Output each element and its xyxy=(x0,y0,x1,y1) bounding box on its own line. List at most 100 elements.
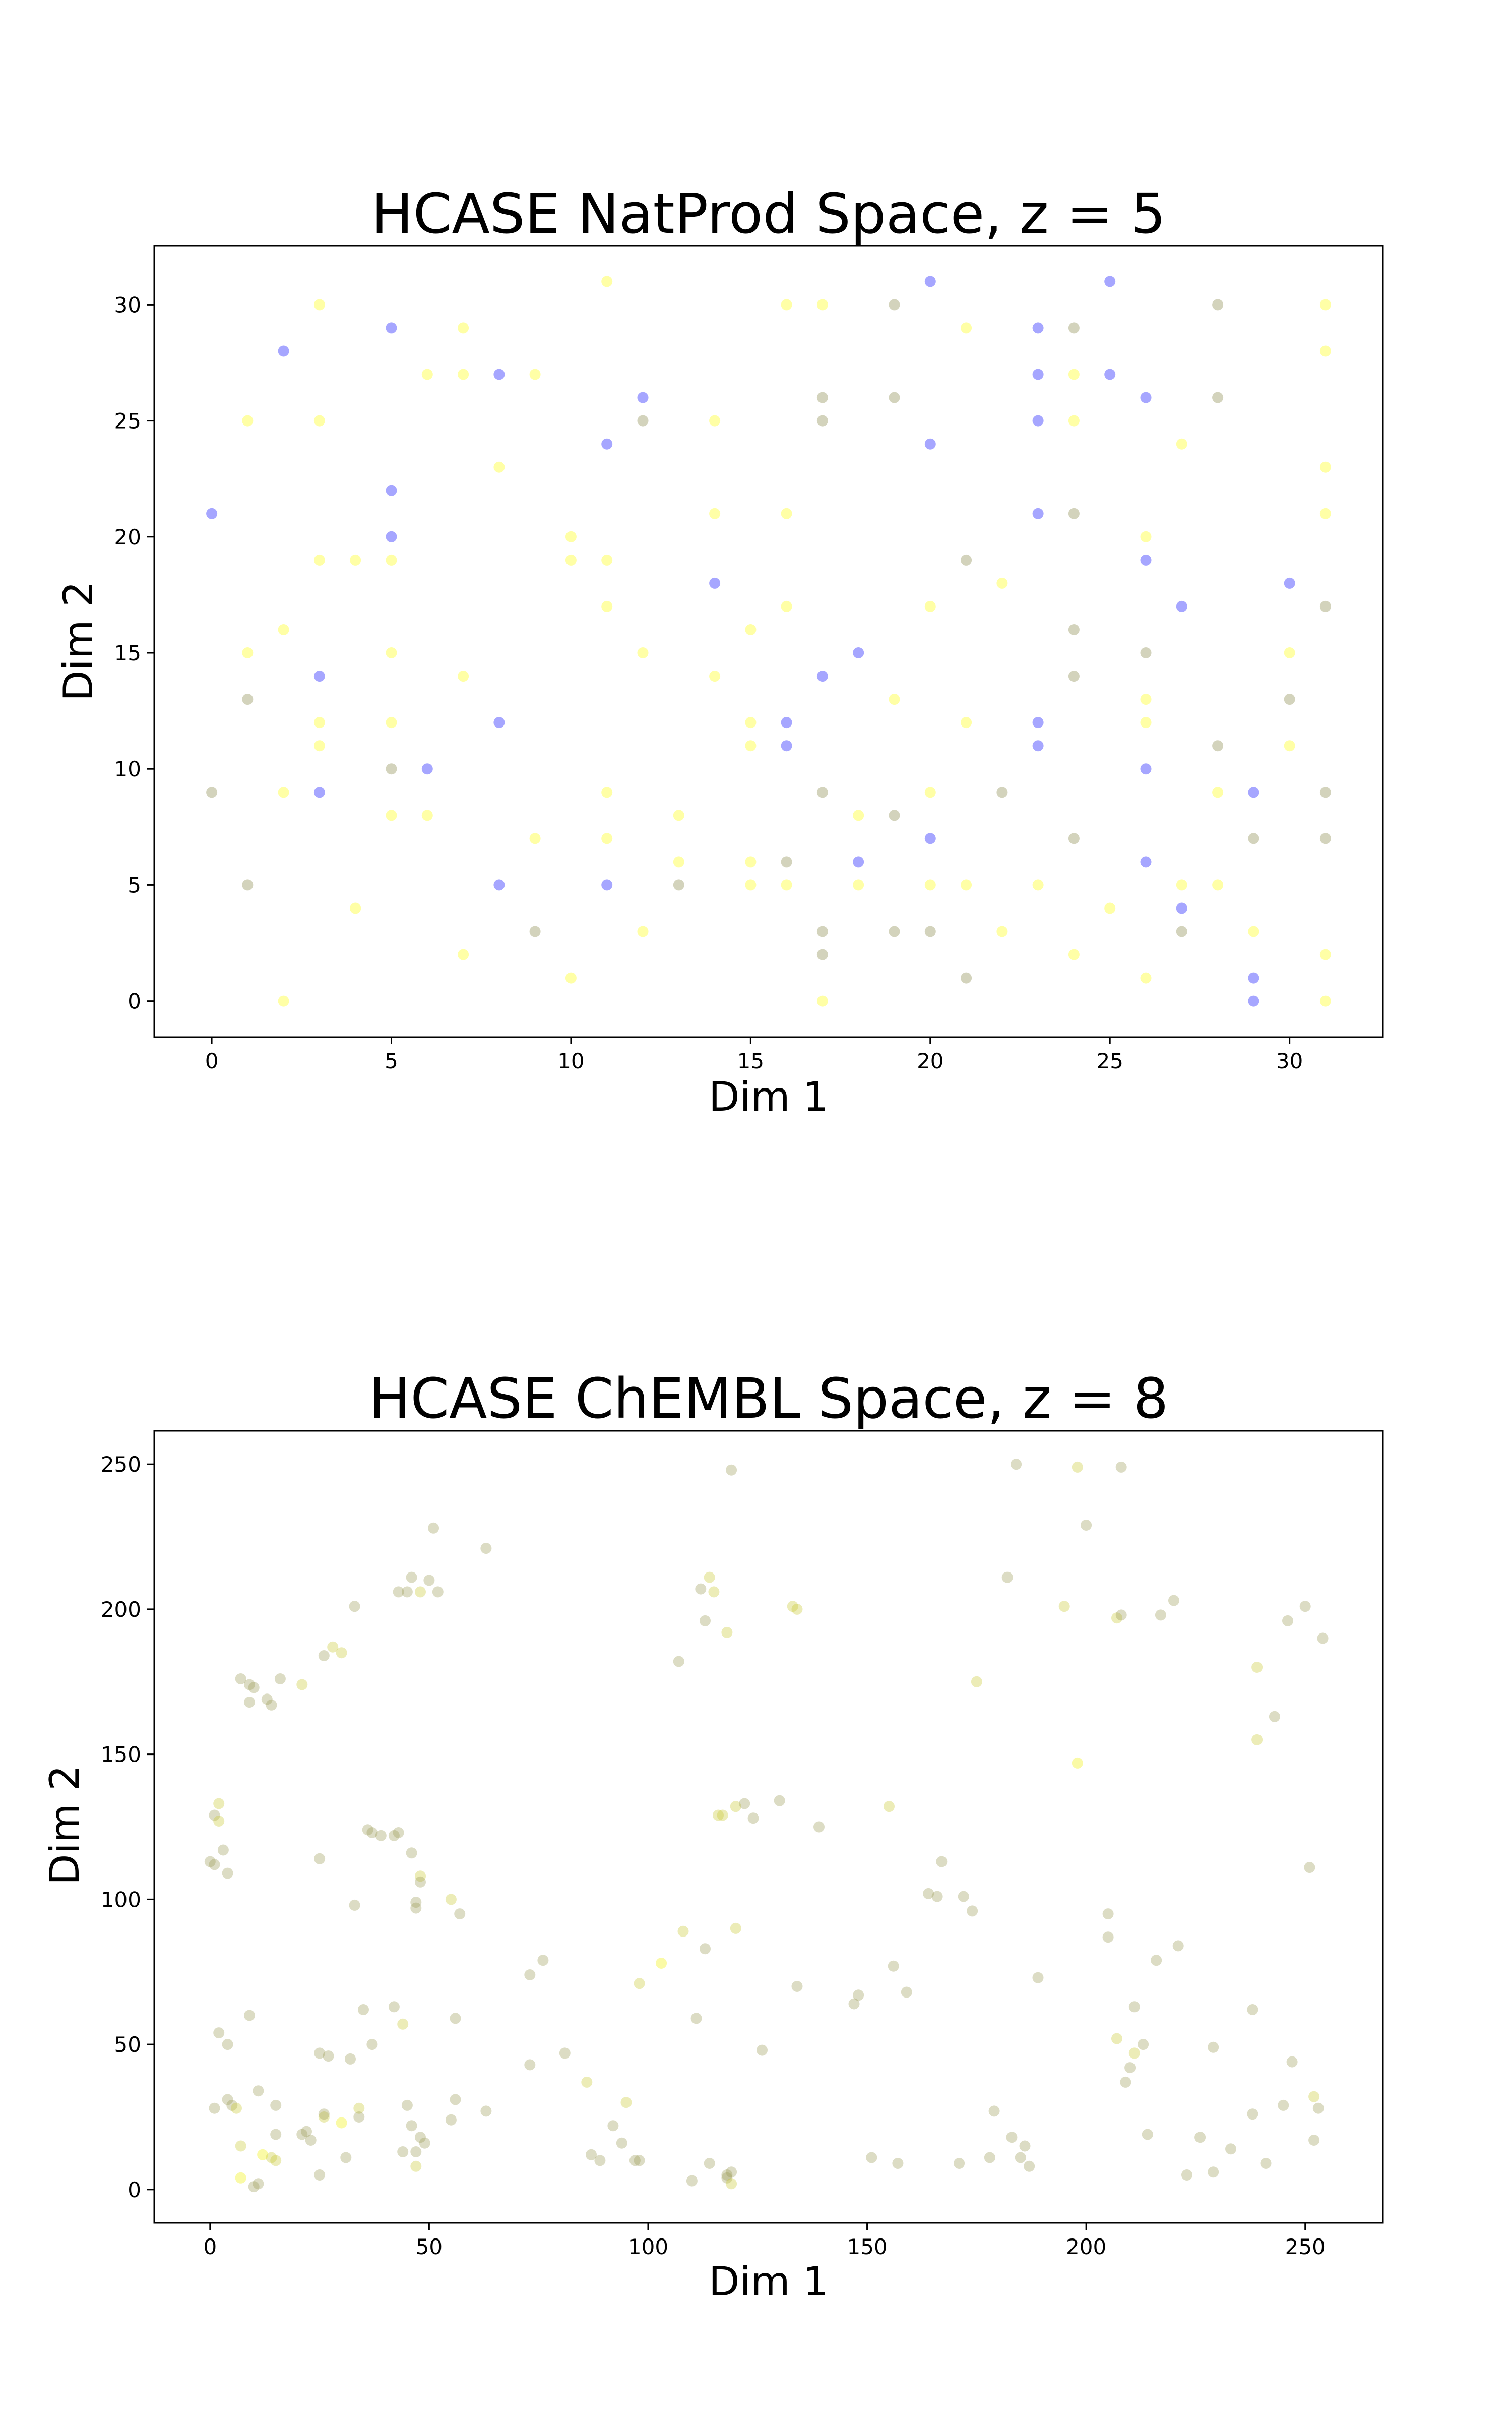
chembl-data-point xyxy=(388,1830,400,1841)
natprod-data-point xyxy=(996,786,1008,798)
chembl-data-point xyxy=(954,2158,965,2169)
natprod-data-point xyxy=(1068,415,1080,427)
chembl-data-point xyxy=(1001,1571,1013,1583)
chembl-data-point xyxy=(1138,2039,1149,2050)
chembl-data-point xyxy=(1124,2062,1136,2074)
chembl-data-point xyxy=(244,2010,255,2021)
natprod-data-point xyxy=(709,508,721,519)
natprod-x-ticks: 0 5 10 15 20 25 30 xyxy=(205,1037,1303,1073)
chembl-data-point xyxy=(454,1908,466,1920)
chembl-data-point xyxy=(620,2097,632,2108)
natprod-x-tick-label: 30 xyxy=(1276,1049,1303,1073)
natprod-data-point xyxy=(709,415,721,427)
natprod-data-point xyxy=(1104,276,1116,287)
chembl-data-point xyxy=(971,1676,982,1687)
chembl-data-point xyxy=(708,1586,720,1598)
chembl-data-point xyxy=(213,1816,225,1827)
chembl-data-point xyxy=(235,2172,246,2184)
natprod-data-point xyxy=(924,438,936,450)
natprod-data-point xyxy=(565,531,577,542)
natprod-data-point xyxy=(458,322,469,334)
natprod-data-point xyxy=(781,717,792,729)
chembl-data-point xyxy=(1168,1595,1179,1606)
natprod-x-tick-label: 10 xyxy=(557,1049,584,1073)
natprod-data-point xyxy=(386,485,397,496)
natprod-x-tick-label: 0 xyxy=(205,1049,219,1073)
chembl-data-point xyxy=(695,1583,707,1595)
chembl-data-point xyxy=(1181,2169,1192,2181)
natprod-data-point xyxy=(601,276,613,287)
natprod-data-point xyxy=(529,369,541,380)
natprod-data-point xyxy=(242,415,254,427)
natprod-data-point xyxy=(781,600,792,612)
chembl-data-point xyxy=(213,2027,225,2039)
natprod-data-point xyxy=(278,624,289,635)
natprod-data-point xyxy=(1248,995,1259,1007)
chembl-data-point xyxy=(1081,1520,1092,1531)
natprod-data-point xyxy=(278,786,289,798)
chembl-data-point xyxy=(1208,2041,1219,2053)
natprod-data-point xyxy=(1140,554,1152,566)
chembl-data-point xyxy=(1278,2099,1289,2111)
chembl-axes-frame xyxy=(153,1430,1384,2224)
natprod-y-tick-label: 5 xyxy=(128,873,141,897)
natprod-data-point xyxy=(1284,647,1295,658)
chembl-data-point xyxy=(253,2085,264,2097)
chembl-data-point xyxy=(415,1876,426,1888)
chembl-data-point xyxy=(1128,2047,1140,2059)
natprod-data-point xyxy=(637,392,649,403)
chembl-data-point xyxy=(270,2155,282,2166)
natprod-data-point xyxy=(1319,508,1331,519)
chembl-data-point xyxy=(1072,1461,1083,1473)
natprod-data-point xyxy=(1212,786,1224,798)
chembl-data-point xyxy=(323,2050,334,2062)
natprod-data-point xyxy=(421,810,433,821)
chembl-data-point xyxy=(336,2117,347,2129)
chembl-data-point xyxy=(1115,1461,1127,1473)
natprod-data-point xyxy=(1068,624,1080,635)
chembl-data-point xyxy=(314,2047,326,2059)
natprod-data-point xyxy=(386,531,397,542)
chembl-data-point xyxy=(445,1894,457,1905)
natprod-data-point xyxy=(601,554,613,566)
chembl-data-point xyxy=(226,2099,238,2111)
chembl-data-point xyxy=(1115,1609,1127,1621)
natprod-data-point xyxy=(816,299,828,311)
natprod-data-point xyxy=(781,299,792,311)
chembl-data-point xyxy=(1260,2158,1272,2169)
chembl-x-tick-label: 200 xyxy=(1066,2234,1106,2259)
chembl-x-tick-label: 100 xyxy=(628,2234,668,2259)
chembl-data-point xyxy=(353,2102,365,2114)
chembl-x-tick-label: 250 xyxy=(1285,2234,1326,2259)
chembl-data-point xyxy=(1304,1862,1315,1873)
natprod-data-point xyxy=(313,740,325,752)
natprod-y-tick-label: 25 xyxy=(114,409,141,434)
natprod-x-tick-label: 20 xyxy=(917,1049,943,1073)
natprod-data-point xyxy=(781,856,792,868)
chembl-data-point xyxy=(353,2111,365,2123)
chembl-data-point xyxy=(559,2047,571,2059)
chembl-data-point xyxy=(248,2181,260,2193)
chembl-data-point xyxy=(244,1679,255,1690)
natprod-data-point xyxy=(924,276,936,287)
natprod-data-point xyxy=(853,647,864,658)
chembl-x-tick-label: 0 xyxy=(203,2234,217,2259)
natprod-data-point xyxy=(1140,717,1152,729)
natprod-data-point xyxy=(601,600,613,612)
chembl-data-point xyxy=(336,1647,347,1659)
chembl-data-point xyxy=(726,1464,737,1476)
natprod-data-point xyxy=(745,624,757,635)
chembl-data-point xyxy=(616,2137,627,2149)
natprod-data-point xyxy=(386,647,397,658)
natprod-chart-title: HCASE NatProd Space, z = 5 xyxy=(371,182,1166,246)
chembl-data-point xyxy=(537,1955,549,1966)
chembl-data-point xyxy=(349,1899,360,1911)
natprod-data-point xyxy=(853,879,864,891)
chembl-data-point xyxy=(209,2102,220,2114)
chembl-data-point xyxy=(410,1902,422,1914)
chembl-data-point xyxy=(423,1575,435,1586)
chembl-data-point xyxy=(318,2111,330,2123)
chembl-data-point xyxy=(791,1981,803,1992)
natprod-x-tick-label: 5 xyxy=(385,1049,398,1073)
chembl-data-point xyxy=(721,2172,733,2184)
